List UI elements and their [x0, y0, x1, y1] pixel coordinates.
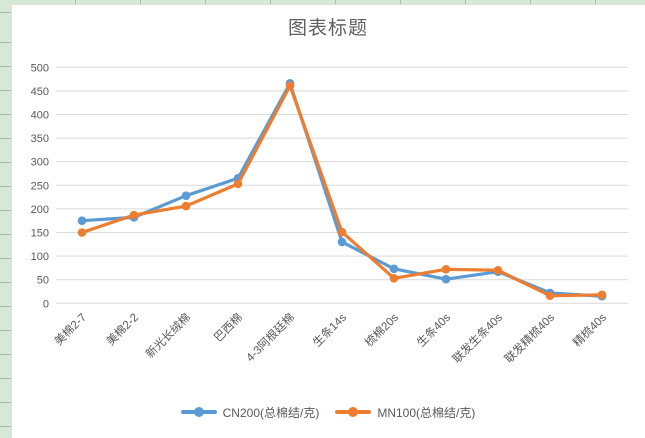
- legend-label-mn100: MN100(总棉结/克): [377, 405, 476, 420]
- x-axis-label: 新光长绒棉: [143, 310, 194, 361]
- data-point: [545, 291, 555, 301]
- data-point: [441, 265, 451, 274]
- legend[interactable]: CN200(总棉结/克) MN100(总棉结/克): [11, 400, 645, 424]
- x-axis-label: 4-3阿根廷棉: [243, 310, 297, 364]
- data-point: [597, 290, 607, 300]
- data-point: [129, 210, 139, 220]
- y-axis-tick-label: 500: [31, 62, 49, 74]
- data-point: [285, 81, 295, 91]
- data-point: [337, 227, 347, 237]
- data-point: [389, 264, 399, 274]
- x-axis-label: 巴西棉: [211, 310, 245, 344]
- x-axis-label: 美棉2-2: [103, 310, 141, 348]
- x-axis-label: 联发生条40s: [450, 310, 506, 366]
- data-point: [77, 228, 87, 237]
- x-axis-label: 美棉2-7: [51, 310, 89, 348]
- chart-title[interactable]: 图表标题: [287, 18, 368, 39]
- x-axis-label: 梳棉20s: [362, 310, 401, 349]
- legend-item-cn200[interactable]: CN200(总棉结/克): [180, 404, 320, 421]
- x-axis-label: 联发精梳40s: [502, 310, 558, 366]
- y-axis-tick-label: 50: [37, 275, 49, 287]
- y-axis-tick-label: 350: [31, 133, 49, 145]
- legend-item-mn100[interactable]: MN100(总棉结/克): [335, 404, 475, 421]
- data-point: [233, 179, 243, 189]
- data-point: [77, 216, 87, 225]
- legend-marker-line-icon: [335, 407, 372, 417]
- data-point: [337, 237, 347, 247]
- x-axis-label: 生条40s: [414, 310, 453, 349]
- y-axis-tick-label: 300: [31, 157, 49, 169]
- series-line-0: [80, 81, 604, 298]
- x-axis-label: 生条14s: [310, 310, 349, 349]
- y-axis-tick-label: 200: [31, 204, 49, 216]
- y-axis-tick-label: 100: [31, 251, 49, 263]
- legend-marker-line-icon: [180, 407, 217, 417]
- spreadsheet-top-cells: [0, 0, 645, 4]
- y-axis-tick-label: 150: [31, 228, 49, 240]
- data-point: [181, 201, 191, 211]
- spreadsheet-left-cells: [0, 0, 11, 438]
- data-point: [389, 273, 399, 283]
- y-axis-tick-label: 400: [31, 110, 49, 122]
- y-axis-tick-label: 250: [31, 180, 49, 192]
- data-point: [181, 191, 191, 200]
- y-axis-tick-label: 0: [43, 298, 49, 310]
- data-point: [493, 265, 503, 275]
- y-axis-tick-label: 450: [31, 86, 49, 98]
- legend-label-cn200: CN200(总棉结/克): [222, 405, 320, 420]
- x-axis-label: 精梳40s: [570, 310, 609, 349]
- series-line-1: [80, 84, 604, 298]
- data-point: [441, 274, 451, 284]
